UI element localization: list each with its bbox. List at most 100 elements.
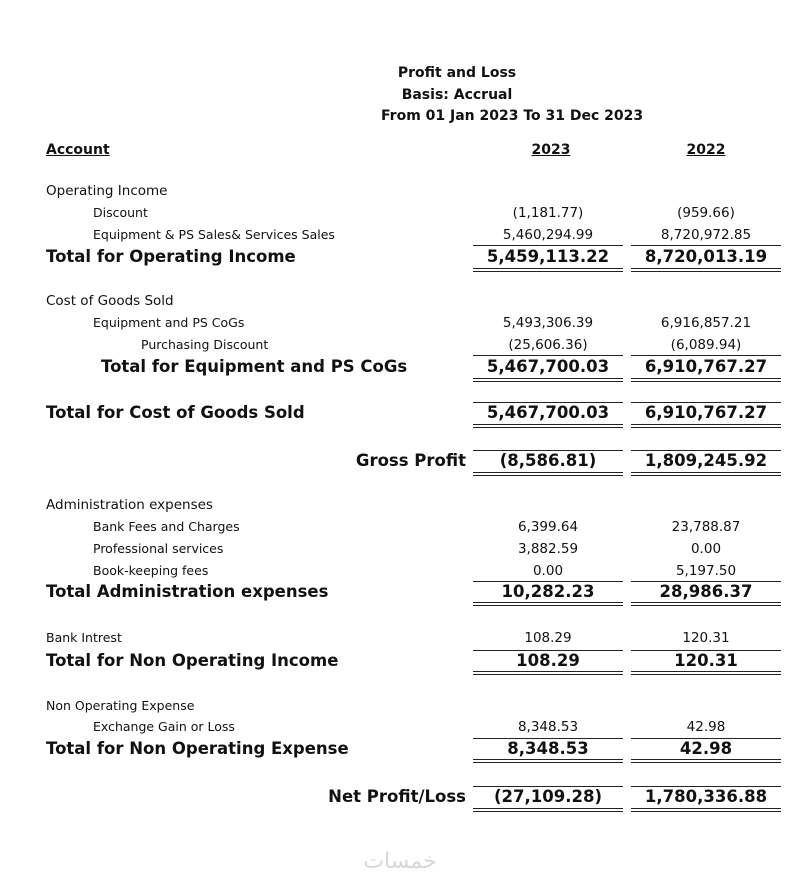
amount-2022: 6,910,767.27 [644,403,768,422]
rule [631,581,781,582]
amount-2023: 5,467,700.03 [486,403,610,422]
amount-2022: 42.98 [679,739,733,758]
column-header: Account [46,142,110,158]
rule [631,402,781,403]
rule [473,427,623,428]
rule [473,605,623,606]
amount-2023: 108.29 [524,630,572,646]
rule [631,671,781,672]
rule [631,650,781,651]
rule [473,245,623,246]
rule [631,450,781,451]
section-heading: Administration expenses [46,497,213,513]
amount-2022: 42.98 [686,719,726,735]
amount-2023: 6,399.64 [517,519,579,535]
amount-2023: (25,606.36) [508,337,588,353]
rule [631,355,781,356]
account-name: Discount [93,205,148,220]
rule [631,472,781,473]
account-name: Bank Fees and Charges [93,519,240,534]
amount-2022: 23,788.87 [671,519,741,535]
amount-2023: 10,282.23 [501,582,595,601]
total-label: Total for Non Operating Income [46,651,339,670]
rule [631,738,781,739]
rule [631,602,781,603]
rule [631,378,781,379]
amount-2023: (27,109.28) [494,787,602,806]
account-name: Equipment and PS CoGs [93,315,245,330]
rule [473,762,623,763]
amount-2022: 120.31 [674,651,738,670]
rule [473,271,623,272]
rule [473,759,623,760]
watermark: خمسات [363,849,437,874]
rule [473,378,623,379]
amount-2023: 5,459,113.22 [486,247,610,266]
total-label: Total Administration expenses [46,582,329,601]
rule [473,581,623,582]
total-label: Total for Cost of Goods Sold [46,403,305,422]
rule [631,424,781,425]
amount-2022: 6,910,767.27 [644,357,768,376]
amount-2023: 5,467,700.03 [486,357,610,376]
rule [473,674,623,675]
section-heading: Operating Income [46,183,168,199]
rule [631,268,781,269]
account-name: Purchasing Discount [141,337,269,352]
rule [631,271,781,272]
amount-2022: (959.66) [677,205,735,221]
rule [631,762,781,763]
section-heading: Non Operating Expense [46,698,195,713]
gross-profit-label: Gross Profit [355,451,466,470]
rule [631,674,781,675]
rule [473,424,623,425]
section-heading: Cost of Goods Sold [46,293,174,309]
total-label: Total for Equipment and PS CoGs [101,357,408,376]
amount-2023: (1,181.77) [512,205,584,221]
account-name: Bank Intrest [46,630,122,645]
rule [473,355,623,356]
rule [631,381,781,382]
account-name: Book-keeping fees [93,563,209,578]
rule [631,786,781,787]
rule [473,650,623,651]
report-basis: Basis: Accrual [401,87,513,103]
amount-2022: 5,197.50 [675,563,737,579]
rule [631,605,781,606]
rule [473,268,623,269]
rule [473,475,623,476]
rule [631,245,781,246]
amount-2022: 28,986.37 [659,582,753,601]
amount-2023: 8,348.53 [507,739,589,758]
amount-2023: 108.29 [516,651,580,670]
account-name: Equipment & PS Sales& Services Sales [93,227,335,242]
rule [473,450,623,451]
rule [473,738,623,739]
rule [473,808,623,809]
amount-2022: 120.31 [682,630,730,646]
column-header: 2022 [686,142,726,158]
report-period: From 01 Jan 2023 To 31 Dec 2023 [381,108,644,124]
amount-2022: 1,809,245.92 [644,451,768,470]
rule [473,602,623,603]
amount-2023: 5,460,294.99 [502,227,594,243]
rule [473,402,623,403]
amount-2023: 3,882.59 [517,541,579,557]
report-title: Profit and Loss [397,65,517,81]
amount-2022: 8,720,013.19 [644,247,768,266]
amount-2022: (6,089.94) [670,337,742,353]
column-header: 2023 [531,142,571,158]
rule [473,381,623,382]
total-label: Total for Operating Income [46,247,296,266]
account-name: Exchange Gain or Loss [93,719,235,734]
rule [631,427,781,428]
total-label: Total for Non Operating Expense [46,739,349,758]
amount-2023: 5,493,306.39 [502,315,594,331]
rule [473,472,623,473]
rule [631,808,781,809]
amount-2023: 0.00 [532,563,564,579]
amount-2023: (8,586.81) [499,451,597,470]
net-profit-label: Net Profit/Loss [328,787,466,806]
rule [631,475,781,476]
